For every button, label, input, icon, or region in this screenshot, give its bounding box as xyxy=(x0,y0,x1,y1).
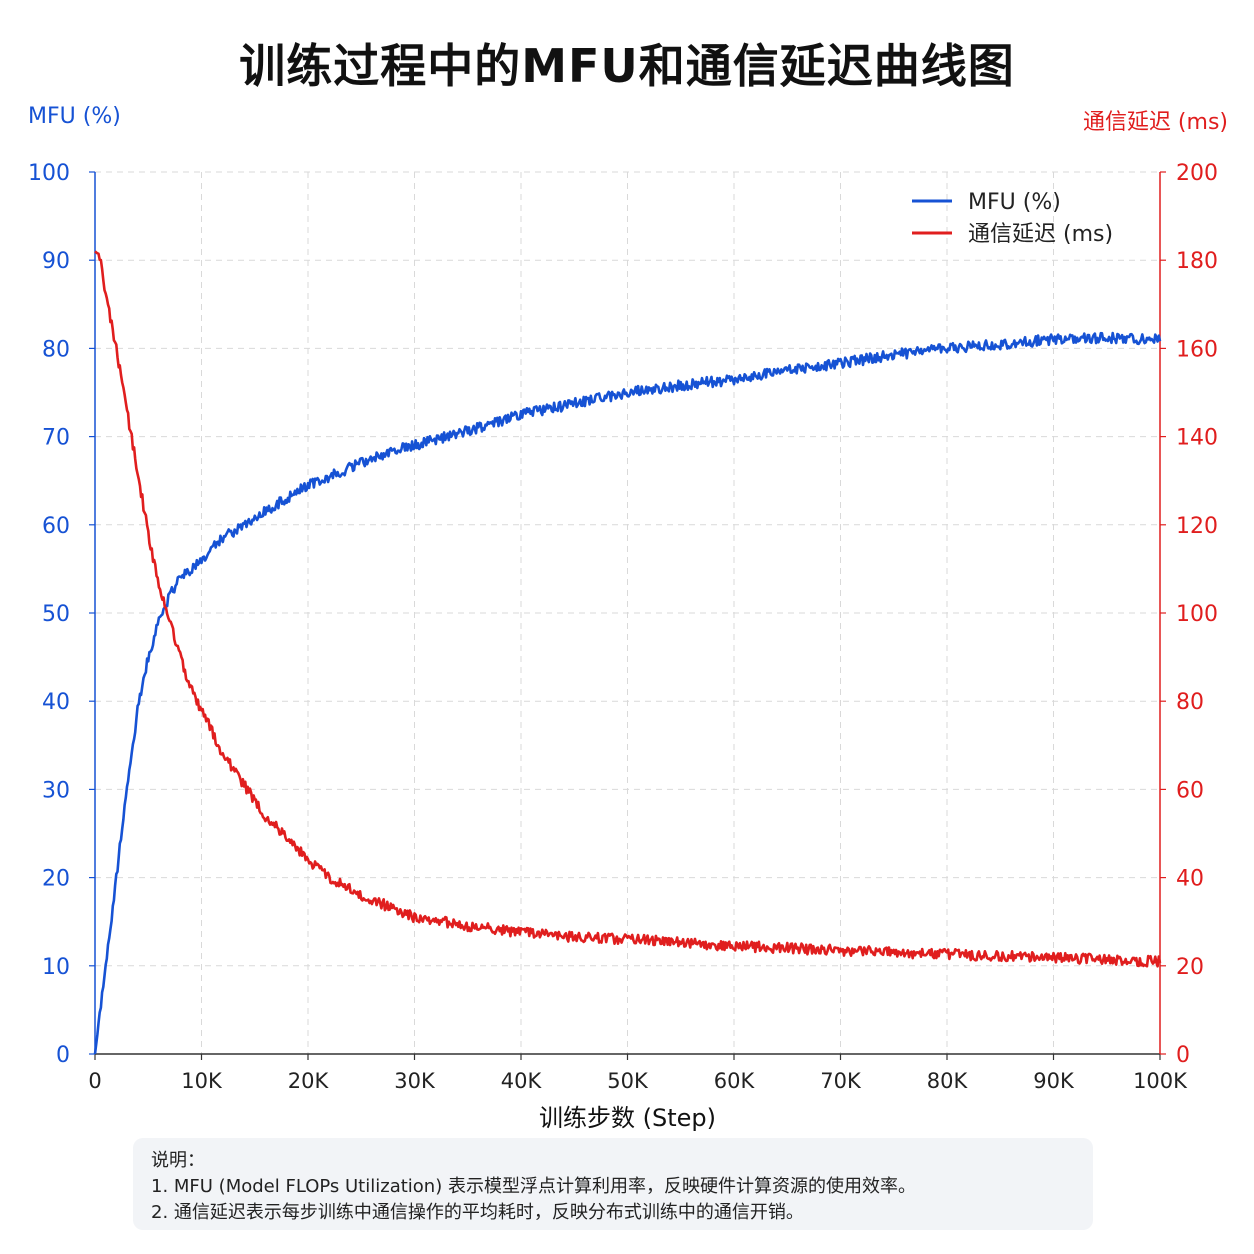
x-tick-label: 50K xyxy=(607,1069,649,1093)
y-right-tick-label: 120 xyxy=(1176,514,1218,539)
y-right-tick-label: 20 xyxy=(1176,955,1204,980)
y-right-tick-label: 80 xyxy=(1176,690,1204,715)
x-tick-label: 90K xyxy=(1033,1069,1075,1093)
y-left-tick-label: 80 xyxy=(42,337,70,362)
x-tick-label: 80K xyxy=(927,1069,969,1093)
x-tick-label: 40K xyxy=(501,1069,543,1093)
y-left-tick-label: 10 xyxy=(42,955,70,980)
legend-label: MFU (%) xyxy=(968,190,1061,215)
x-tick-label: 30K xyxy=(394,1069,436,1093)
note-line-1: 1. MFU (Model FLOPs Utilization) 表示模型浮点计… xyxy=(151,1176,916,1197)
note-box: 说明： 1. MFU (Model FLOPs Utilization) 表示模… xyxy=(133,1138,1093,1230)
x-tick-label: 0 xyxy=(88,1069,101,1093)
y-left-tick-label: 20 xyxy=(42,867,70,892)
x-tick-label: 70K xyxy=(820,1069,862,1093)
y-right-tick-label: 140 xyxy=(1176,426,1218,451)
note-line-2: 2. 通信延迟表示每步训练中通信操作的平均耗时，反映分布式训练中的通信开销。 xyxy=(151,1202,804,1223)
x-axis-title: 训练步数 (Step) xyxy=(539,1104,716,1132)
y-right-tick-label: 160 xyxy=(1176,337,1218,362)
x-tick-label: 20K xyxy=(288,1069,330,1093)
y-left-tick-label: 100 xyxy=(28,161,70,186)
y-right-tick-label: 0 xyxy=(1176,1043,1190,1068)
x-tick-label: 60K xyxy=(714,1069,756,1093)
y-left-tick-label: 70 xyxy=(42,426,70,451)
x-tick-label: 10K xyxy=(181,1069,223,1093)
y-left-tick-label: 40 xyxy=(42,690,70,715)
note-heading: 说明： xyxy=(151,1150,205,1171)
y-right-tick-label: 60 xyxy=(1176,778,1204,803)
mfu-series-line xyxy=(93,331,1162,1055)
y-right-tick-label: 180 xyxy=(1176,249,1218,274)
y-right-tick-label: 200 xyxy=(1176,161,1218,186)
chart-title: 训练过程中的MFU和通信延迟曲线图 xyxy=(239,39,1015,93)
legend-label: 通信延迟 (ms) xyxy=(968,222,1113,247)
latency-series-line xyxy=(94,250,1162,968)
y-left-tick-label: 0 xyxy=(56,1043,70,1068)
y-right-tick-label: 40 xyxy=(1176,867,1204,892)
y-left-tick-label: 50 xyxy=(42,602,70,627)
y-left-tick-label: 60 xyxy=(42,514,70,539)
left-axis-title: MFU (%) xyxy=(28,104,121,129)
y-right-tick-label: 100 xyxy=(1176,602,1218,627)
y-left-tick-label: 30 xyxy=(42,778,70,803)
x-tick-label: 100K xyxy=(1133,1069,1188,1093)
line-chart: 0 10K 20K 30K 40K 50K 60K 70K 80K 90K 100K01020304… xyxy=(28,161,1218,1132)
right-axis-title: 通信延迟 (ms) xyxy=(1082,110,1228,135)
y-left-tick-label: 90 xyxy=(42,249,70,274)
